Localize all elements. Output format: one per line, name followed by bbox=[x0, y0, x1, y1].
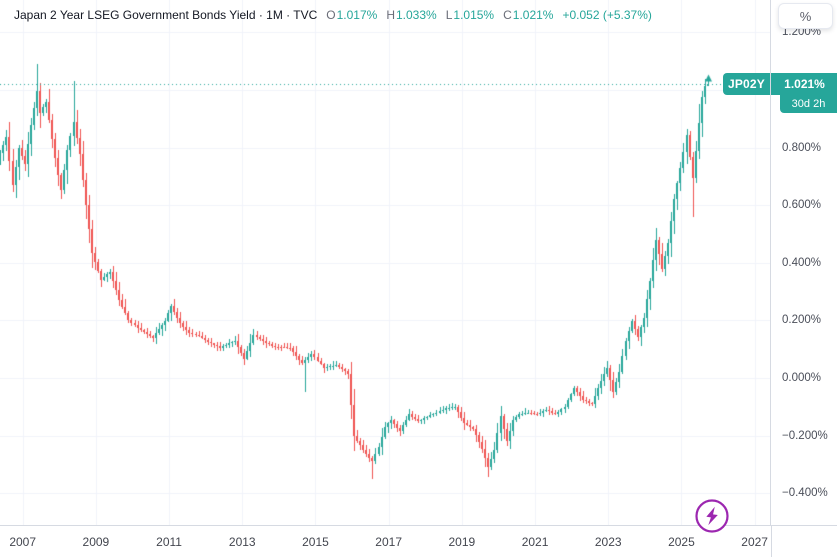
open-label: O bbox=[326, 8, 336, 22]
ohlc-low: L 1.015% bbox=[446, 8, 494, 23]
price-tick-label: 0.200% bbox=[782, 314, 822, 327]
chart-legend: Japan 2 Year LSEG Government Bonds Yield… bbox=[14, 8, 652, 23]
low-value: 1.015% bbox=[453, 8, 495, 22]
ohlc-high: H 1.033% bbox=[386, 8, 436, 23]
price-scale[interactable]: −0.400% −0.200% 0.000% 0.200% 0.400% 0.600% 0.… bbox=[770, 0, 837, 525]
time-tick-label: 2013 bbox=[228, 535, 256, 549]
close-label: C bbox=[503, 8, 512, 22]
time-tick-label: 2007 bbox=[9, 535, 37, 549]
time-tick-label: 2023 bbox=[594, 535, 622, 549]
market-events-button[interactable] bbox=[694, 498, 730, 534]
high-label: H bbox=[386, 8, 395, 22]
time-tick-label: 2009 bbox=[82, 535, 110, 549]
ohlc-close: C 1.021% bbox=[503, 8, 553, 23]
price-tick-label: 0.400% bbox=[782, 256, 822, 269]
time-tick-label: 2017 bbox=[375, 535, 402, 549]
candlestick-chart[interactable] bbox=[0, 0, 770, 525]
price-tick-label: 0.000% bbox=[782, 372, 822, 384]
time-tick-label: 2011 bbox=[156, 535, 182, 549]
price-tick-label: 0.800% bbox=[782, 141, 822, 154]
axis-corner bbox=[771, 525, 837, 557]
time-scale[interactable]: 2007 2009 2011 2013 2015 2017 2019 2021 2023 2025… bbox=[0, 525, 771, 557]
symbol-flag-label: JP02Y bbox=[727, 77, 766, 91]
price-tick-label: 1.200% bbox=[782, 26, 822, 39]
high-value: 1.033% bbox=[396, 8, 437, 22]
time-tick-label: 2025 bbox=[668, 535, 695, 549]
last-price-badge: 1.021% bbox=[771, 73, 837, 95]
price-tick-label: −0.200% bbox=[782, 429, 828, 442]
percent-unit-button[interactable]: % bbox=[778, 3, 833, 29]
time-tick-label: 2015 bbox=[302, 535, 329, 549]
bar-countdown: 30d 2h bbox=[780, 95, 837, 113]
time-tick-label: 2027 bbox=[741, 535, 768, 549]
lightning-icon bbox=[695, 499, 729, 533]
symbol-title[interactable]: Japan 2 Year LSEG Government Bonds Yield… bbox=[14, 8, 318, 22]
symbol-price-flag: JP02Y bbox=[723, 73, 770, 95]
close-value: 1.021% bbox=[512, 8, 554, 22]
low-label: L bbox=[445, 8, 453, 22]
time-tick-label: 2021 bbox=[521, 535, 549, 549]
time-tick-label: 2019 bbox=[448, 535, 476, 549]
open-value: 1.017% bbox=[336, 8, 378, 22]
price-tick-label: −0.400% bbox=[782, 487, 828, 500]
chart-pane: Japan 2 Year LSEG Government Bonds Yield… bbox=[0, 0, 770, 533]
ohlc-open: O 1.017% bbox=[326, 8, 377, 23]
price-tick-label: 0.600% bbox=[782, 199, 822, 212]
change-value: +0.052 (+5.37%) bbox=[562, 8, 652, 22]
